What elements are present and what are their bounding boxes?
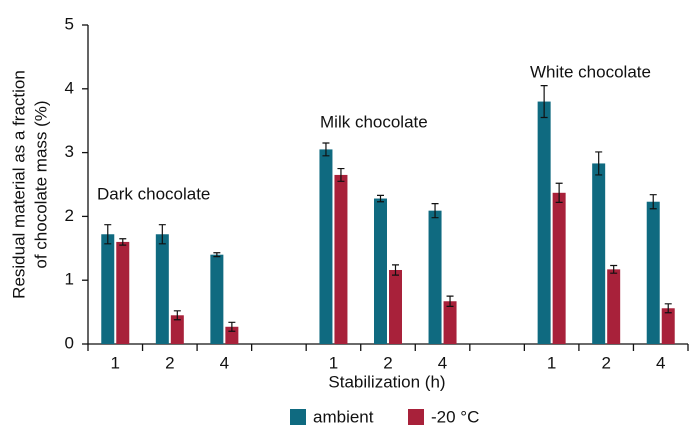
error-bar [610, 264, 618, 274]
bar [389, 269, 402, 344]
bar [116, 241, 130, 344]
bar [319, 149, 333, 344]
error-bar [392, 264, 399, 276]
y-tick-label: 5 [65, 14, 74, 33]
error-bar [649, 194, 657, 210]
error-bar [595, 151, 603, 176]
y-axis-label: Residual material as a fraction [9, 70, 28, 299]
error-bar [104, 224, 112, 245]
x-axis-label: Stabilization (h) [328, 372, 445, 391]
y-axis-label: of chocolate mass (%) [31, 100, 50, 268]
legend-label: -20 °C [431, 407, 479, 426]
y-tick-label: 3 [65, 142, 74, 161]
bar [170, 315, 184, 344]
error-bar [213, 252, 221, 258]
annotation: Dark chocolate [97, 184, 210, 203]
x-tick-label: 4 [438, 353, 447, 372]
x-tick-label: 1 [547, 353, 556, 372]
x-tick-label: 4 [656, 353, 665, 372]
bar [443, 301, 457, 344]
x-tick-label: 2 [601, 353, 610, 372]
y-tick-label: 0 [65, 333, 74, 352]
annotation: Milk chocolate [320, 112, 428, 131]
bar [661, 308, 675, 344]
error-bar [119, 238, 127, 246]
annotation: White chocolate [530, 62, 651, 81]
y-tick-label: 1 [65, 270, 74, 289]
legend-swatch [290, 409, 306, 425]
error-bar [158, 224, 166, 245]
bar [428, 210, 442, 344]
x-tick-label: 2 [165, 353, 174, 372]
x-tick-label: 1 [329, 353, 338, 372]
legend-label: ambient [313, 407, 374, 426]
bar [607, 269, 621, 344]
error-bar [322, 142, 330, 157]
error-bar [337, 167, 345, 182]
error-bar [377, 194, 384, 203]
legend-swatch [408, 409, 424, 425]
error-bar [555, 182, 563, 203]
bar [537, 101, 551, 344]
y-tick-label: 2 [65, 206, 74, 225]
x-tick-label: 1 [111, 353, 120, 372]
bar [155, 234, 169, 344]
bar [334, 174, 348, 344]
error-bar [173, 310, 181, 321]
error-bar [431, 203, 439, 219]
bar [592, 163, 606, 344]
x-tick-label: 4 [220, 353, 229, 372]
y-tick-label: 4 [65, 78, 74, 97]
error-bar [664, 303, 672, 314]
bar [101, 234, 115, 344]
bar [374, 198, 387, 344]
error-bar [446, 295, 454, 307]
error-bar [540, 85, 548, 119]
x-tick-label: 2 [383, 353, 392, 372]
error-bar [228, 321, 236, 332]
bar [646, 201, 660, 344]
bar [552, 192, 566, 344]
bar [210, 254, 224, 344]
